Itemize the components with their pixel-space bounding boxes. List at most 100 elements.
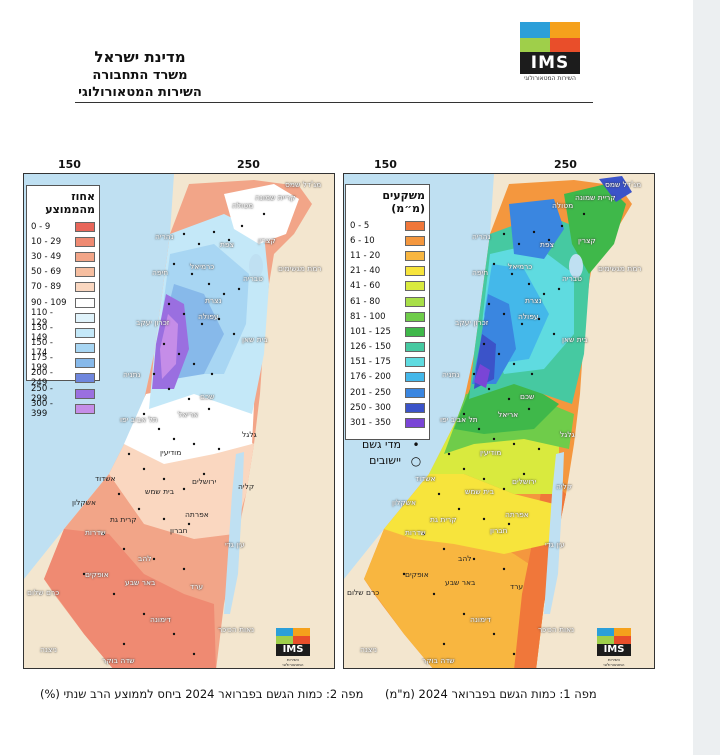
legend-symbol-settlements: ○ יישובים <box>346 453 429 469</box>
place-left-nahariya: נהריה <box>155 232 174 241</box>
place-left-efrata: אפרתה <box>185 510 209 519</box>
place-right-modiin: מודיעין <box>480 448 502 457</box>
logo-tile-green <box>520 38 550 54</box>
precip-legend-swatch <box>405 372 425 383</box>
precip-legend-row: 61 - 80 <box>346 294 429 309</box>
place-left-dimona: דימונה <box>150 615 171 624</box>
place-left-netanya: נתניה <box>123 370 141 379</box>
precip-legend-swatch <box>405 296 425 307</box>
place-left-qatzrin: קצרין <box>258 236 276 245</box>
logo-word: IMS <box>520 52 580 74</box>
percent-legend-range: 110 - 129 <box>31 307 53 328</box>
map-precipitation-mm <box>343 173 655 669</box>
mini-logo-word-r: IMS <box>597 644 631 656</box>
place-left-nitzana: ניצנה <box>40 645 58 654</box>
mini-tile-blue-r <box>597 628 614 636</box>
legend-precipitation-box: משקעים (מ״מ) 0 - 5 6 - 10 11 - 20 21 - 40 41… <box>345 184 430 468</box>
precip-legend-row: 0 - 5 <box>346 218 429 233</box>
precip-legend-swatch <box>405 250 425 261</box>
precip-legend-swatch <box>405 220 425 231</box>
precip-legend-range: 81 - 100 <box>350 311 386 322</box>
percent-legend-row: 130 - 149 <box>27 323 99 343</box>
caption-map-1: מפה 1: כמות הגשם בפברואר 2024 (מ"מ) <box>385 687 597 701</box>
place-right-sde-boker: שדה בוקר <box>422 656 455 665</box>
map-right-svg <box>344 174 654 668</box>
percent-legend-range: 10 - 29 <box>31 236 62 247</box>
place-left-tiberias: טבריה <box>243 274 264 283</box>
precip-legend-swatch <box>405 357 425 368</box>
place-right-nitzana: ניצנה <box>360 645 378 654</box>
precip-legend-range: 101 - 125 <box>350 326 391 337</box>
coord-top-left-150: 150 <box>58 158 81 171</box>
precip-galilee-blue <box>509 199 564 259</box>
mini-logo-subtitle-r: השירות המטאורולוגי <box>603 657 625 667</box>
left-map-ims-logo: IMS השירות המטאורולוגי <box>276 628 310 667</box>
place-right-karmiel: כרמיאל <box>508 262 533 271</box>
precip-legend-row: 21 - 40 <box>346 264 429 279</box>
place-left-sde-boker: שדה בוקר <box>102 656 135 665</box>
precip-legend-range: 61 - 80 <box>350 296 381 307</box>
precip-golan-green <box>564 184 626 274</box>
precip-legend-swatch <box>405 311 425 322</box>
place-left-beer-sheva: באר שבע <box>125 578 156 587</box>
coord-top-left-250: 250 <box>237 158 260 171</box>
mini-tile-orange-r <box>614 628 631 636</box>
mini-tile-green-r <box>597 636 614 644</box>
precip-legend-range: 176 - 200 <box>350 372 391 383</box>
precip-legend-swatch <box>405 387 425 398</box>
percent-legend-range: 175 - 199 <box>31 353 53 374</box>
place-right-kerem-shalom: כרם שלום <box>347 588 380 597</box>
gauge-marker: • <box>412 437 420 452</box>
place-left-ariel: אריאל <box>178 410 199 419</box>
settlement-marker: ○ <box>410 453 422 468</box>
place-right-beit-shemesh: בית שמש <box>465 487 495 496</box>
precip-legend-row: 81 - 100 <box>346 309 429 324</box>
percent-legend-swatch <box>75 282 95 293</box>
percent-legend-swatch <box>75 327 95 338</box>
ims-logo: IMS השירות המטאורולוגי <box>520 22 580 84</box>
place-right-nazareth: נצרת <box>525 296 542 305</box>
percent-legend-swatch <box>75 251 95 262</box>
place-right-haifa: חיפה <box>472 268 489 277</box>
mini-logo-subtitle: השירות המטאורולוגי <box>282 657 304 667</box>
place-left-kerem-shalom: כרם שלום <box>27 588 60 597</box>
precip-legend-row: 41 - 60 <box>346 279 429 294</box>
header-line-service: השירות המטאורולוגי <box>78 85 202 100</box>
percent-legend-range: 150 - 174 <box>31 338 53 359</box>
place-right-metula: מטולה <box>552 201 574 210</box>
percent-legend-range: 200 - 249 <box>31 368 53 389</box>
place-right-beit-shean: בית שאן <box>562 335 588 344</box>
precip-legend-swatch <box>405 402 425 413</box>
place-left-beit-shean: בית שאן <box>242 335 268 344</box>
mini-tile-red <box>293 636 310 644</box>
percent-legend-range: 70 - 89 <box>31 282 62 293</box>
gauge-label: מדי גשם <box>361 438 401 452</box>
place-right-ashkelon: אשקלון <box>392 498 416 507</box>
place-right-majdal-shams: מג'דל שמס <box>605 180 642 189</box>
logo-tile-blue <box>520 22 550 38</box>
precip-legend-swatch <box>405 326 425 337</box>
place-right-ramat-magshimim: רמת מגשימים <box>598 264 642 273</box>
place-right-afula: עפולה <box>518 312 539 321</box>
israel-region-golan <box>224 184 299 244</box>
percent-legend-swatch <box>75 373 95 384</box>
sea-of-galilee <box>249 254 263 278</box>
place-right-dimona: דימונה <box>470 615 491 624</box>
percent-legend-range: 0 - 9 <box>31 221 51 232</box>
rain-gauge-dots-right <box>402 212 586 656</box>
place-left-lahav: להב <box>138 554 152 563</box>
percent-legend-swatch <box>75 297 95 308</box>
percent-legend-range: 30 - 49 <box>31 251 62 262</box>
place-right-arad: ערד <box>510 582 524 591</box>
percent-legend-swatch <box>75 343 95 354</box>
percent-legend-range: 250 - 299 <box>31 383 53 404</box>
rain-gauge-dots <box>82 212 266 656</box>
percent-legend-swatch <box>75 221 95 232</box>
place-left-metula: מטולה <box>232 201 254 210</box>
percent-legend-swatch <box>75 312 95 323</box>
precip-legend-range: 126 - 150 <box>350 342 391 353</box>
precip-yellow <box>384 474 554 554</box>
place-right-safed: צפת <box>540 240 555 249</box>
place-left-tel-aviv: תל אביב יפו <box>120 415 158 424</box>
precip-legend-range: 21 - 40 <box>350 266 381 277</box>
